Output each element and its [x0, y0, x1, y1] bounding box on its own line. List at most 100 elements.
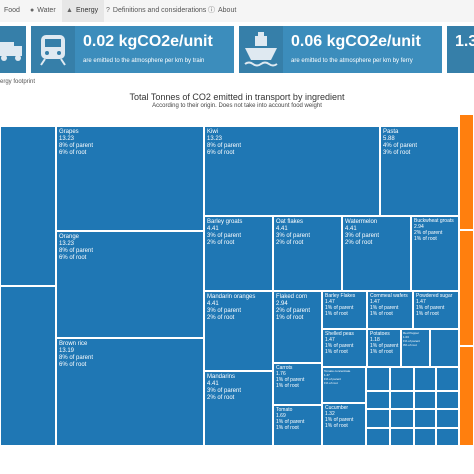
cell-value: 2.94	[414, 224, 424, 230]
cell-parent-pct: 2% of parent	[414, 230, 443, 236]
tab-food[interactable]: Food	[4, 0, 34, 22]
cell-parent-pct: 8% of parent	[207, 143, 242, 149]
section-label: ergy footprint	[0, 79, 36, 85]
treemap-cell-watermelon[interactable]: Watermelon 4.41 3% of parent 2% of root	[342, 216, 411, 291]
treemap-cell-buckwheat-groats[interactable]: Buckwheat groats 2.94 2% of parent 1% of…	[411, 216, 459, 291]
cell-parent-pct: 8% of parent	[59, 355, 94, 361]
cell-value: 1.32	[325, 411, 335, 417]
cell-value: 13.19	[59, 348, 75, 354]
treemap-cell-potatoes[interactable]: Potatoes 1.18 1% of parent 1% of root	[367, 329, 401, 367]
cell-value: 13.23	[59, 136, 75, 142]
truck-icon-box	[0, 26, 26, 73]
cell-value: 4.41	[207, 301, 219, 307]
treemap-cell-mandarins[interactable]: Mandarins 4.41 3% of parent 2% of root	[204, 371, 273, 446]
cell-root-pct: 1% of root	[324, 381, 338, 385]
cell-label: Kiwi	[207, 129, 219, 135]
tab-energy-label: Energy	[75, 7, 99, 14]
treemap-cell-shelled-peas[interactable]: Shelled peas 1.47 1% of parent 1% of roo…	[322, 329, 367, 367]
cell-value: 5.88	[383, 136, 395, 142]
cell-parent-pct: 8% of parent	[59, 143, 94, 149]
treemap-cell-kiwi[interactable]: Kiwi 13.23 8% of parent 6% of root	[204, 126, 380, 216]
tab-water-label: Water	[37, 7, 56, 14]
treemap-cell[interactable]	[414, 409, 436, 428]
cell-root-pct: 2% of root	[276, 240, 304, 246]
treemap-cell-orange-group[interactable]	[459, 346, 474, 446]
tab-about[interactable]: ⓘ About	[208, 0, 244, 22]
cell-parent-pct: 1% of parent	[370, 305, 399, 311]
treemap-cell[interactable]	[366, 409, 390, 428]
cell-label: Grapes	[59, 129, 79, 135]
cell-root-pct: 6% of root	[59, 150, 87, 156]
treemap-cell-tomato-concentrate[interactable]: Tomato concentrate 1.47 1% of parent 1% …	[322, 367, 366, 403]
treemap-cell-red-pepper[interactable]: Red Pepper 1.03 1% of parent 0% of root	[401, 329, 430, 367]
cell-root-pct: 1% of root	[416, 311, 439, 317]
treemap-cell[interactable]	[0, 126, 56, 286]
page-bottom	[0, 446, 474, 474]
cell-parent-pct: 1% of parent	[403, 339, 421, 343]
treemap-cell[interactable]	[366, 367, 390, 391]
cell-label: Carrots	[276, 365, 293, 371]
treemap-cell-flaked-corn[interactable]: Flaked corn 2.94 2% of parent 1% of root	[273, 291, 322, 363]
treemap-cell[interactable]	[414, 391, 436, 409]
tab-water[interactable]: ● Water	[30, 0, 62, 22]
treemap-cell-mandarin-oranges[interactable]: Mandarin oranges 4.41 3% of parent 2% of…	[204, 291, 273, 371]
cell-root-pct: 6% of root	[207, 150, 235, 156]
treemap-cell[interactable]	[430, 329, 459, 367]
treemap-cell-orange-group[interactable]	[459, 230, 474, 346]
cell-label: Mandarins	[207, 374, 236, 380]
cell-label: Buckwheat groats	[414, 218, 454, 224]
treemap-cell[interactable]	[0, 286, 56, 446]
treemap-cell[interactable]	[366, 391, 390, 409]
treemap-cell[interactable]	[436, 391, 459, 409]
treemap-cell[interactable]	[436, 367, 459, 391]
cell-value: 1.47	[325, 337, 335, 343]
treemap-cell-oat-flakes[interactable]: Oat flakes 4.41 3% of parent 2% of root	[273, 216, 342, 291]
treemap-cell-orange[interactable]: Orange 13.23 8% of parent 6% of root	[56, 231, 204, 338]
treemap-cell[interactable]	[414, 367, 436, 391]
cell-label: Watermelon	[345, 219, 378, 225]
cell-root-pct: 6% of root	[59, 255, 87, 261]
treemap-cell-tomato[interactable]: Tomato 1.69 1% of parent 1% of root	[273, 405, 322, 446]
train-icon-box	[31, 26, 75, 73]
cell-label: Cornmeal wafers	[370, 293, 408, 299]
cell-parent-pct: 3% of parent	[345, 233, 380, 239]
treemap-cell-cucumber[interactable]: Cucumber 1.32 1% of parent 1% of root	[322, 403, 366, 446]
cell-parent-pct: 1% of parent	[325, 305, 354, 311]
treemap-cell[interactable]	[390, 409, 414, 428]
treemap-cell-grapes[interactable]: Grapes 13.23 8% of parent 6% of root	[56, 126, 204, 231]
cell-root-pct: 1% of root	[414, 236, 437, 242]
cell-parent-pct: 3% of parent	[207, 308, 242, 314]
treemap-cell[interactable]	[436, 428, 459, 446]
cell-parent-pct: 3% of parent	[276, 233, 311, 239]
treemap-cell-orange-group[interactable]	[459, 114, 474, 230]
cell-parent-pct: 1% of parent	[370, 343, 399, 349]
treemap-cell-cornmeal-wafers[interactable]: Cornmeal wafers 1.47 1% of parent 1% of …	[367, 291, 413, 329]
treemap-cell[interactable]	[390, 367, 414, 391]
info-icon: ⓘ	[208, 7, 215, 14]
cell-label: Flaked corn	[276, 294, 308, 300]
cell-parent-pct: 1% of parent	[276, 419, 305, 425]
cell-root-pct: 6% of root	[59, 362, 87, 368]
treemap-cell-barley-flakes[interactable]: Barley Flakes 1.47 1% of parent 1% of ro…	[322, 291, 367, 329]
cell-label: Shelled peas	[325, 331, 354, 337]
treemap-cell-brown-rice[interactable]: Brown rice 13.19 8% of parent 6% of root	[56, 338, 204, 446]
cell-value: 1.47	[416, 299, 426, 305]
cell-label: Orange	[59, 234, 80, 240]
tab-definitions[interactable]: ? Definitions and considerations	[106, 0, 206, 22]
cell-label: Red Pepper	[403, 331, 420, 335]
ship-icon	[244, 32, 278, 67]
treemap-cell[interactable]	[390, 391, 414, 409]
treemap-cell-barley-groats[interactable]: Barley groats 4.41 3% of parent 2% of ro…	[204, 216, 273, 291]
cell-label: Pasta	[383, 129, 399, 135]
treemap-cell[interactable]	[366, 428, 390, 446]
treemap-cell-powdered-sugar[interactable]: Powdered sugar 1.47 1% of parent 1% of r…	[413, 291, 459, 329]
treemap-cell[interactable]	[414, 428, 436, 446]
cell-root-pct: 1% of root	[370, 349, 393, 355]
cell-root-pct: 1% of root	[276, 383, 299, 389]
treemap-cell[interactable]	[436, 409, 459, 428]
treemap-cell-carrots[interactable]: Carrots 1.76 1% of parent 1% of root	[273, 363, 322, 405]
tab-energy[interactable]: ▲ Energy	[62, 0, 104, 22]
cell-value: 1.18	[370, 337, 380, 343]
treemap-cell-pasta[interactable]: Pasta 5.88 4% of parent 3% of root	[380, 126, 459, 216]
treemap-cell[interactable]	[390, 428, 414, 446]
